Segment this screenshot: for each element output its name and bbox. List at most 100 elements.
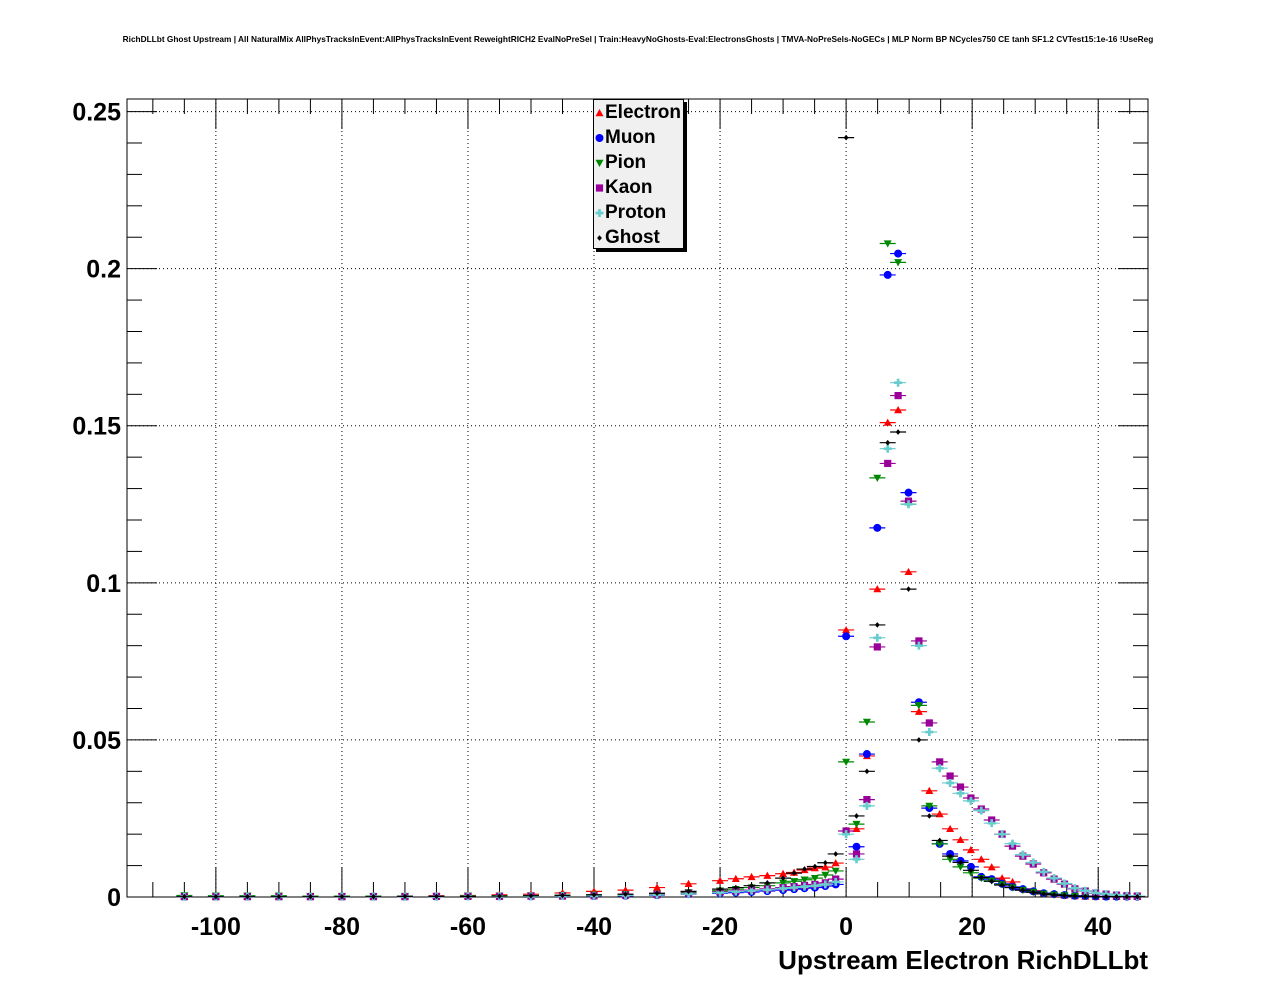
- square-marker: [884, 459, 892, 468]
- legend: Electron Muon Pion Kaon Proton Ghost: [593, 99, 684, 249]
- data-point: [649, 883, 666, 891]
- data-point: [973, 806, 990, 815]
- data-point: [921, 719, 938, 727]
- y-tick-label: 0.2: [86, 256, 121, 284]
- data-point: [931, 764, 948, 773]
- diamond-marker: [181, 893, 187, 900]
- diamond-marker: [833, 851, 839, 857]
- triangle-up-marker: [946, 824, 955, 833]
- diamond-marker: [213, 893, 219, 900]
- diamond-marker: [1134, 893, 1140, 900]
- diamond-marker: [1072, 893, 1078, 899]
- cross-marker: [935, 764, 944, 773]
- data-point: [743, 872, 760, 881]
- circle-marker: [595, 133, 604, 142]
- cross-marker: [1060, 879, 1069, 888]
- data-point: [994, 830, 1011, 839]
- diamond-marker: [764, 880, 770, 886]
- diamond-marker: [1020, 887, 1026, 893]
- y-tick-label: 0.1: [86, 570, 121, 598]
- triangle-up-marker: [821, 863, 830, 871]
- diamond-marker: [895, 429, 901, 435]
- legend-diamond-icon: [597, 234, 602, 241]
- cross-marker: [977, 806, 986, 815]
- data-point: [817, 871, 834, 880]
- data-point: [1025, 889, 1042, 896]
- legend-square-icon: [595, 183, 604, 192]
- data-point: [973, 855, 990, 863]
- data-point: [396, 893, 413, 900]
- legend-entry-electron: Electron: [594, 100, 681, 125]
- chart-title: RichDLLbt Ghost Upstream | All NaturalMi…: [122, 34, 1154, 44]
- data-point: [806, 874, 823, 883]
- legend-marker: [594, 182, 605, 194]
- data-point: [858, 718, 875, 727]
- cross-marker: [894, 378, 903, 387]
- data-point: [796, 866, 813, 872]
- triangle-down-marker: [883, 240, 892, 248]
- cross-marker: [800, 882, 809, 891]
- y-tick-label: 0.05: [72, 727, 121, 755]
- cross-marker: [790, 883, 799, 892]
- triangle-up-marker: [873, 585, 882, 593]
- square-marker: [852, 850, 861, 858]
- data-point: [848, 850, 865, 858]
- data-point: [1046, 874, 1063, 883]
- triangle-up-marker: [595, 108, 604, 116]
- data-point: [459, 893, 476, 900]
- data-point: [1004, 839, 1021, 848]
- triangle-up-marker: [883, 418, 892, 426]
- data-point: [900, 488, 917, 497]
- data-point: [921, 728, 938, 737]
- diamond-marker: [308, 893, 313, 900]
- data-point: [743, 886, 760, 895]
- legend-circle-icon: [595, 133, 604, 142]
- data-point: [1014, 850, 1031, 859]
- data-point: [952, 859, 969, 866]
- data-point: [1046, 892, 1063, 898]
- data-point: [727, 884, 744, 891]
- data-point: [838, 632, 855, 641]
- circle-marker: [873, 523, 882, 532]
- data-point: [712, 876, 729, 884]
- data-point: [1035, 891, 1052, 897]
- cross-marker: [1070, 884, 1079, 893]
- data-point: [942, 856, 959, 864]
- data-point: [522, 892, 539, 899]
- diamond-marker: [560, 892, 565, 899]
- data-point: [848, 820, 865, 829]
- square-marker: [925, 719, 933, 727]
- data-point: [942, 824, 959, 833]
- cross-marker: [956, 789, 965, 798]
- diamond-marker: [371, 893, 376, 900]
- cross-marker: [914, 641, 923, 650]
- data-point: [817, 859, 834, 866]
- y-tick-label: 0: [107, 884, 121, 912]
- cross-marker: [1029, 858, 1038, 867]
- cross-marker: [946, 778, 955, 787]
- triangle-up-marker: [956, 835, 965, 844]
- legend-marker: [594, 232, 605, 244]
- legend-marker: [594, 207, 605, 219]
- data-point: [743, 882, 760, 889]
- triangle-up-marker: [904, 567, 913, 576]
- triangle-down-marker: [595, 159, 604, 167]
- triangle-down-marker: [935, 840, 944, 848]
- cross-marker: [1050, 874, 1059, 883]
- data-point: [910, 641, 927, 650]
- data-point: [617, 891, 634, 897]
- diamond-marker: [812, 863, 818, 870]
- triangle-down-marker: [894, 259, 903, 267]
- x-tick-label: 20: [958, 913, 986, 941]
- triangle-up-marker: [684, 879, 693, 888]
- data-point: [1004, 877, 1021, 886]
- data-point: [712, 886, 729, 892]
- cross-marker: [873, 633, 882, 642]
- triangle-up-marker: [998, 874, 1007, 882]
- legend-triangle-down-icon: [595, 159, 604, 167]
- legend-marker: [594, 157, 605, 169]
- series-ghost: [176, 134, 1146, 900]
- cross-marker: [831, 877, 840, 886]
- data-point: [838, 625, 855, 634]
